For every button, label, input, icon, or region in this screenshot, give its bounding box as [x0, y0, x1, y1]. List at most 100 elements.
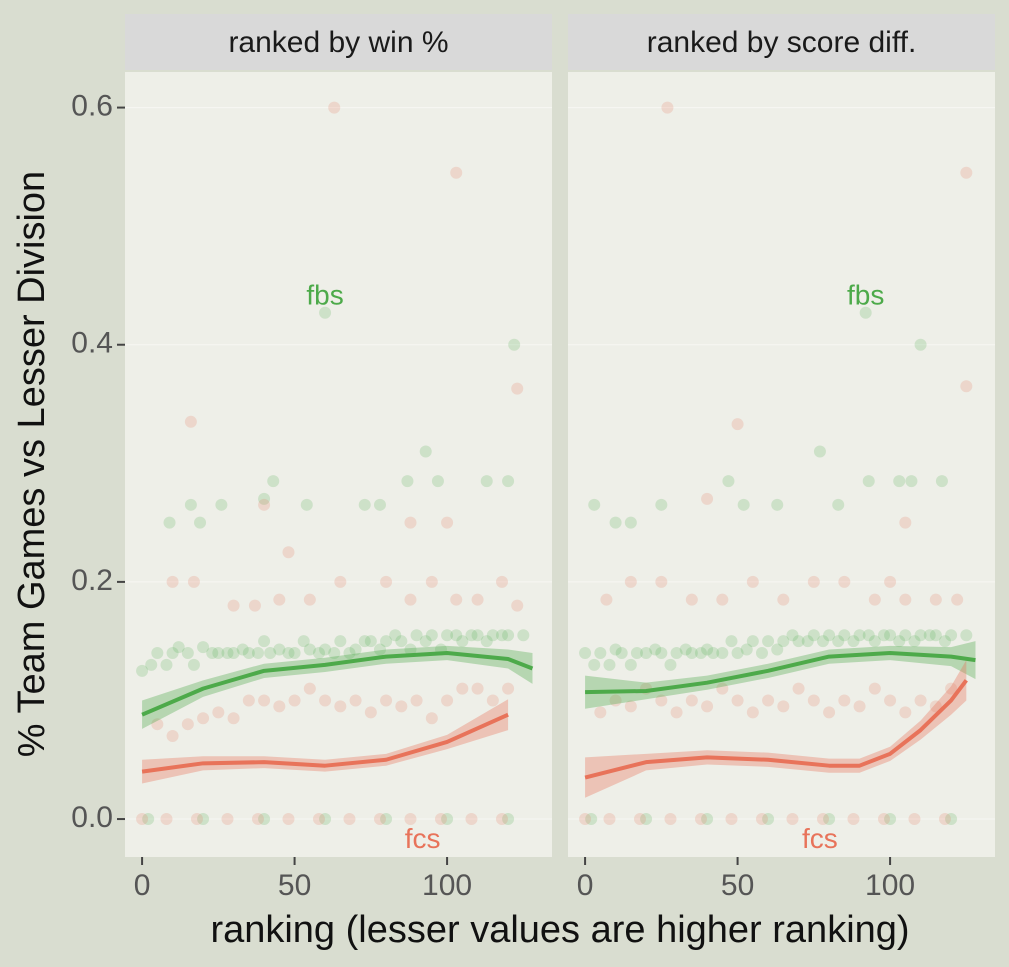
point — [236, 643, 249, 656]
y-tick-label: 0.4 — [71, 327, 113, 360]
point — [624, 700, 637, 713]
point — [877, 629, 890, 642]
smooth-line — [141, 651, 534, 717]
point — [685, 647, 698, 660]
point — [670, 706, 683, 719]
point — [450, 593, 463, 606]
point — [694, 647, 707, 660]
point — [807, 694, 820, 707]
point — [594, 647, 607, 660]
point — [465, 813, 478, 826]
point — [288, 694, 301, 707]
point — [731, 418, 744, 431]
point — [838, 629, 851, 642]
point — [349, 643, 362, 656]
point — [166, 730, 179, 743]
point — [624, 658, 637, 671]
point — [960, 166, 973, 179]
point — [373, 813, 386, 826]
point — [267, 475, 280, 488]
point — [258, 492, 271, 505]
point — [441, 629, 454, 642]
point — [166, 647, 179, 660]
point — [425, 712, 438, 725]
point — [655, 647, 668, 660]
point — [502, 682, 515, 695]
point — [884, 575, 897, 588]
point — [380, 635, 393, 648]
point — [282, 647, 295, 660]
series-annotation: fbs — [306, 280, 343, 311]
point — [823, 706, 836, 719]
point — [813, 445, 826, 458]
point — [364, 706, 377, 719]
point — [273, 593, 286, 606]
point — [206, 647, 219, 660]
y-axis-title: % Team Games vs Lesser Division — [11, 171, 53, 757]
point — [624, 516, 637, 529]
point — [823, 813, 836, 826]
x-tick-label: 0 — [134, 869, 151, 902]
point — [694, 813, 707, 826]
point — [303, 643, 316, 656]
point — [731, 694, 744, 707]
point — [456, 635, 469, 648]
point — [508, 338, 521, 351]
point — [661, 101, 674, 114]
point — [319, 306, 332, 319]
point — [816, 813, 829, 826]
point — [630, 647, 643, 660]
point — [938, 813, 951, 826]
point — [160, 813, 173, 826]
point — [923, 629, 936, 642]
point — [603, 813, 616, 826]
point — [194, 516, 207, 529]
point — [914, 338, 927, 351]
x-tick-label: 100 — [422, 869, 472, 902]
point — [242, 647, 255, 660]
point — [847, 635, 860, 648]
point — [145, 658, 158, 671]
series-annotation: fcs — [802, 823, 838, 854]
point — [945, 629, 958, 642]
point — [905, 475, 918, 488]
point — [777, 700, 790, 713]
point — [786, 629, 799, 642]
point — [380, 813, 393, 826]
point — [679, 643, 692, 656]
point — [859, 306, 872, 319]
point — [184, 415, 197, 428]
point — [380, 694, 393, 707]
point — [227, 712, 240, 725]
point — [893, 635, 906, 648]
point — [664, 658, 677, 671]
point — [425, 629, 438, 642]
point — [707, 647, 720, 660]
point — [502, 813, 515, 826]
point — [303, 682, 316, 695]
point — [701, 700, 714, 713]
point — [722, 475, 735, 488]
point — [328, 647, 341, 660]
point — [801, 635, 814, 648]
point — [655, 575, 668, 588]
strip — [568, 14, 995, 70]
point — [908, 635, 921, 648]
point — [300, 498, 313, 511]
point — [142, 813, 155, 826]
point — [649, 643, 662, 656]
point — [914, 629, 927, 642]
point — [441, 694, 454, 707]
series-annotation: fcs — [405, 823, 441, 854]
point — [731, 647, 744, 660]
point — [777, 593, 790, 606]
point — [221, 647, 234, 660]
point — [401, 475, 414, 488]
point — [441, 516, 454, 529]
point — [600, 593, 613, 606]
point — [419, 445, 432, 458]
point — [511, 599, 524, 612]
point — [725, 813, 738, 826]
point — [832, 635, 845, 648]
point — [258, 635, 271, 648]
